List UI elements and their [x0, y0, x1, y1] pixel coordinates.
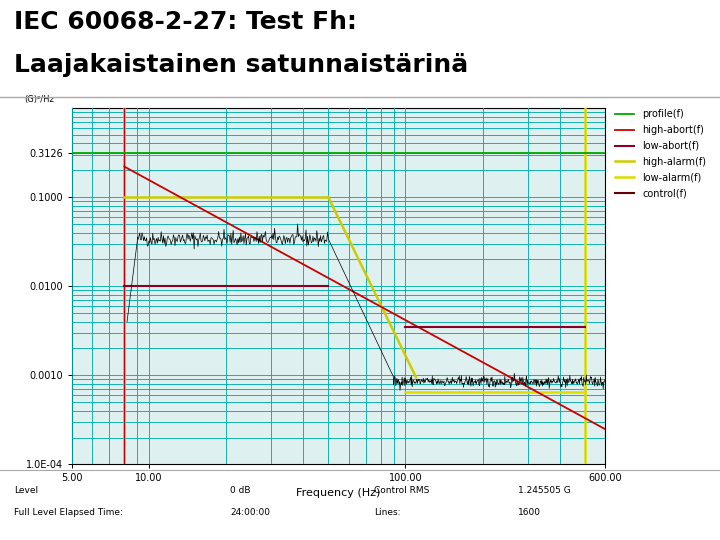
Text: Lines:: Lines:: [374, 508, 401, 517]
Text: 24:00:00: 24:00:00: [230, 508, 271, 517]
Text: 0 dB: 0 dB: [230, 486, 251, 495]
X-axis label: Frequency (Hz): Frequency (Hz): [296, 488, 381, 497]
Text: IEC 60068-2-27: Test Fh:: IEC 60068-2-27: Test Fh:: [14, 10, 357, 33]
Text: Full Level Elapsed Time:: Full Level Elapsed Time:: [14, 508, 123, 517]
Text: Level: Level: [14, 486, 39, 495]
Text: 1600: 1600: [518, 508, 541, 517]
Legend: profile(f), high-abort(f), low-abort(f), high-alarm(f), low-alarm(f), control(f): profile(f), high-abort(f), low-abort(f),…: [615, 109, 706, 199]
Text: (G)²/Hz: (G)²/Hz: [24, 96, 54, 104]
Text: Laajakaistainen satunnaistärinä: Laajakaistainen satunnaistärinä: [14, 53, 469, 77]
Text: Control RMS: Control RMS: [374, 486, 430, 495]
Text: 1.245505 G: 1.245505 G: [518, 486, 571, 495]
